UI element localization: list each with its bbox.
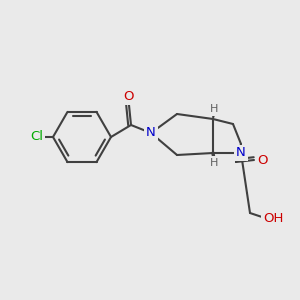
Text: N: N: [146, 127, 156, 140]
Text: Cl: Cl: [31, 130, 44, 143]
Text: OH: OH: [263, 212, 283, 224]
Text: N: N: [236, 146, 246, 160]
Text: O: O: [257, 154, 267, 166]
Text: H: H: [210, 158, 218, 168]
Polygon shape: [212, 105, 217, 119]
Text: H: H: [210, 104, 218, 114]
Text: O: O: [124, 91, 134, 103]
